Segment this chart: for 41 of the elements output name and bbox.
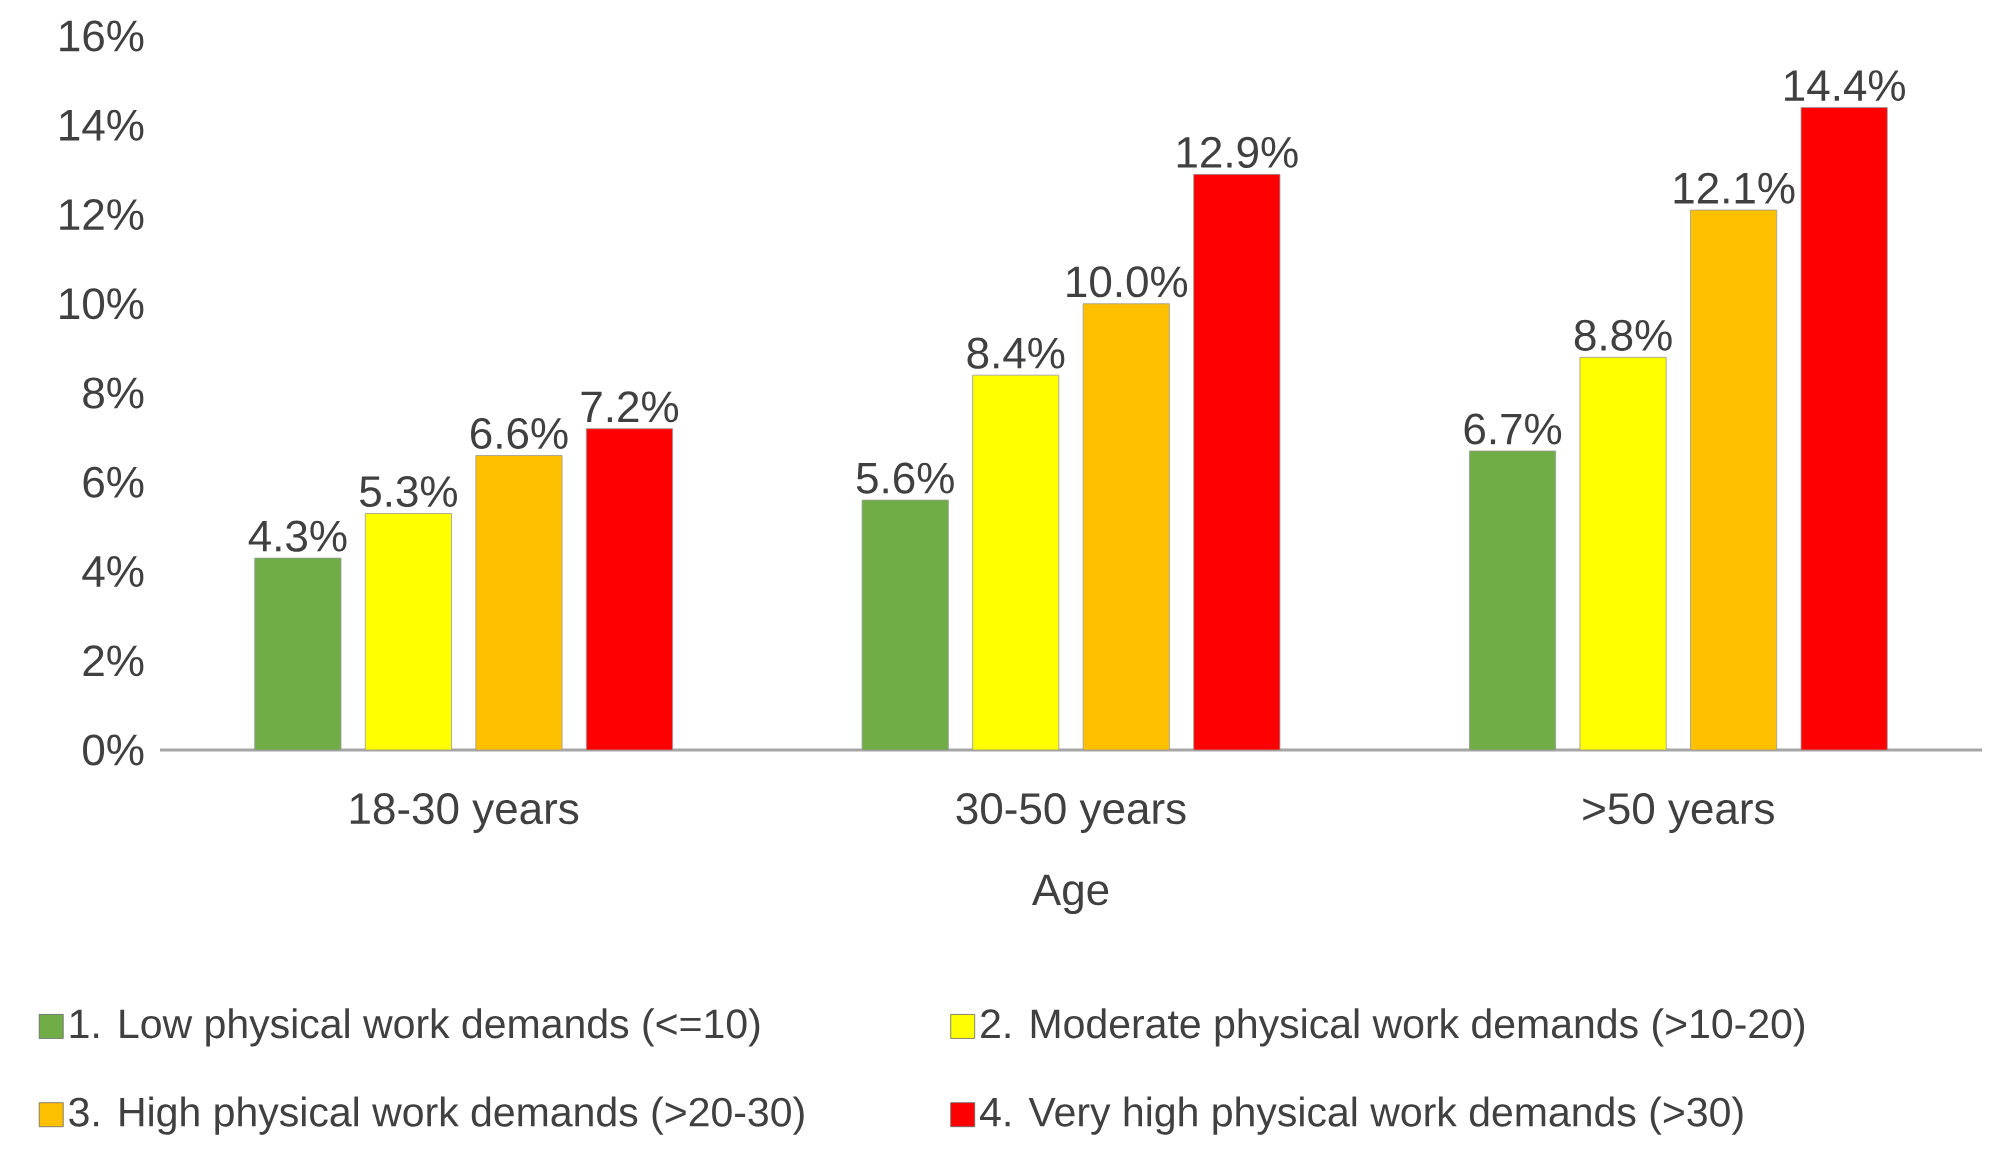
x-tick-label: 30-50 years — [956, 793, 1186, 833]
y-tick-label: 4% — [82, 556, 144, 587]
data-label: 4.3% — [248, 520, 347, 552]
y-tick-label: 10% — [60, 288, 144, 320]
data-label: 6.7% — [1464, 413, 1562, 445]
legend-label: 1. Low physical work demands (<=10) — [70, 1008, 760, 1047]
data-label: 8.8% — [1574, 319, 1672, 351]
y-tick-label: 0% — [83, 734, 144, 766]
bar — [1082, 303, 1170, 751]
x-tick-label: >50 years — [1583, 793, 1774, 833]
bar — [1193, 173, 1281, 751]
bar — [475, 455, 563, 751]
data-label: 5.3% — [360, 475, 457, 508]
bar — [861, 499, 949, 751]
y-tick-label: 14% — [60, 109, 144, 141]
bar — [1469, 450, 1557, 751]
x-tick-label: 18-30 years — [350, 793, 579, 833]
bar — [585, 428, 673, 751]
bar — [972, 374, 1060, 751]
bar — [1690, 209, 1778, 751]
data-label: 12.1% — [1674, 172, 1795, 204]
legend-label: 4. Very high physical work demands (>30) — [980, 1096, 1743, 1135]
y-tick-label: 8% — [83, 377, 144, 409]
bar — [254, 557, 342, 751]
y-tick-label: 12% — [60, 199, 144, 230]
legend-label: 2. Moderate physical work demands (>10-20) — [981, 1008, 1805, 1047]
data-label: 8.4% — [967, 337, 1065, 369]
x-axis-title: Age — [1031, 874, 1109, 915]
data-label: 10.0% — [1067, 266, 1188, 298]
data-label: 7.2% — [581, 391, 679, 423]
y-tick-label: 16% — [60, 20, 144, 52]
bar — [1800, 106, 1888, 751]
y-tick-label: 6% — [83, 466, 144, 498]
y-tick-label: 2% — [83, 645, 144, 677]
data-label: 12.9% — [1177, 136, 1298, 168]
bar — [364, 513, 452, 751]
legend-label: 3. High physical work demands (>20-30) — [69, 1096, 804, 1135]
data-label: 14.4% — [1785, 70, 1905, 101]
data-label: 5.6% — [856, 462, 954, 494]
bar — [1579, 356, 1667, 751]
data-label: 6.6% — [471, 417, 568, 450]
